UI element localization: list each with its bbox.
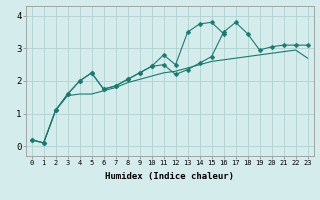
X-axis label: Humidex (Indice chaleur): Humidex (Indice chaleur) (105, 172, 234, 181)
